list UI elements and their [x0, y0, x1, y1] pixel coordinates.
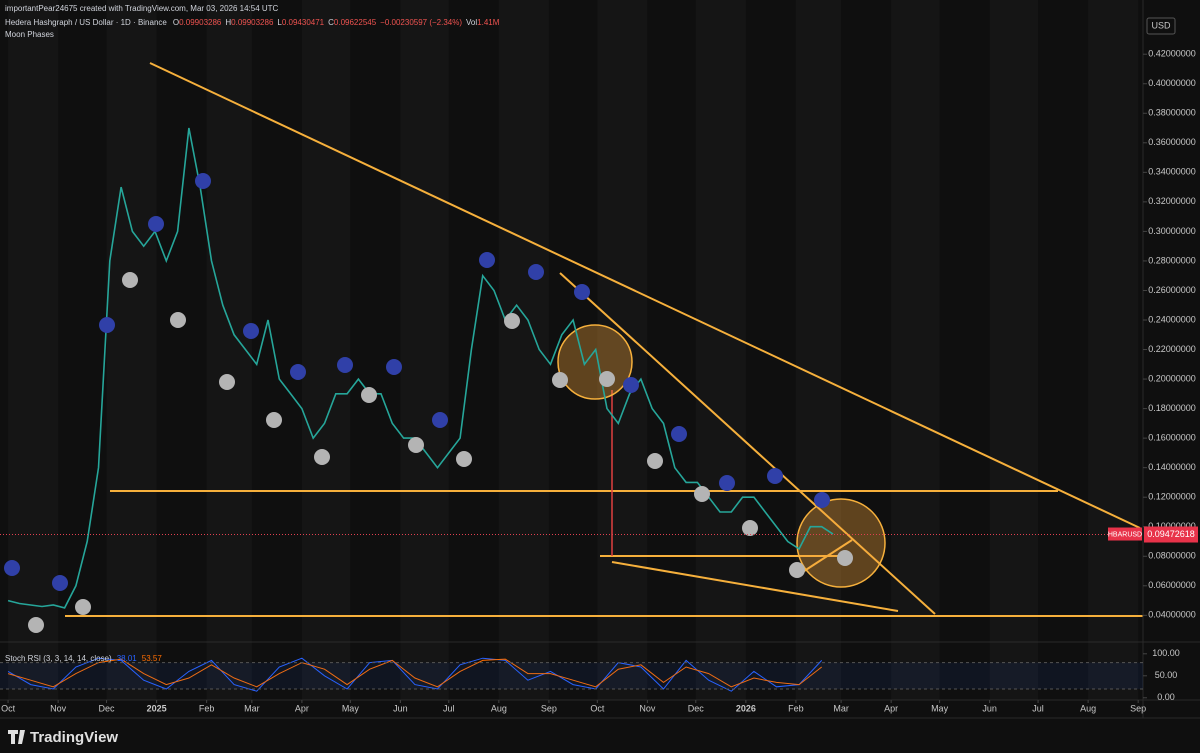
y-tick-label: 0.24000000 [1148, 314, 1196, 324]
moon-full [28, 272, 853, 633]
x-tick-label: Mar [244, 703, 260, 713]
session-band [498, 0, 549, 700]
y-tick-label: 0.30000000 [1148, 226, 1196, 236]
highlight [557, 324, 633, 400]
y-tick-label: 0.16000000 [1148, 433, 1196, 443]
y-tick-label: 0.36000000 [1148, 137, 1196, 147]
y-tick-label: 0.10000000 [1148, 521, 1196, 531]
stoch-band [0, 662, 1143, 689]
session-band [1088, 0, 1139, 700]
x-tick-label: Feb [199, 703, 215, 713]
y-tick-label: 0.34000000 [1148, 167, 1196, 177]
x-tick-label: 2026 [736, 703, 756, 713]
y-tick-label: 0.14000000 [1148, 462, 1196, 472]
highlight [796, 498, 886, 588]
stoch-value: 38.01 [117, 654, 138, 663]
x-tick-label: Aug [491, 703, 507, 713]
x-tick-label: Jul [1032, 703, 1044, 713]
y-tick-label: 0.42000000 [1148, 49, 1196, 59]
x-tick-label: Aug [1080, 703, 1096, 713]
session-band [597, 0, 648, 700]
x-tick-label: Oct [590, 703, 605, 713]
x-tick-label: May [931, 703, 949, 713]
stoch-value: 53.57 [142, 654, 163, 663]
ohlc-label: H [225, 18, 231, 27]
x-tick-label: 2025 [147, 703, 167, 713]
y-tick-label: 0.40000000 [1148, 78, 1196, 88]
legend: Hedera Hashgraph / US Dollar · 1D · Bina… [5, 18, 500, 27]
y-tick-label: 0.06000000 [1148, 580, 1196, 590]
volume-value: 1.41M [477, 18, 500, 27]
y-tick-label: 50.00 [1155, 670, 1178, 680]
y-tick-label: 0.22000000 [1148, 344, 1196, 354]
symbol-tag: HBARUSD [1108, 531, 1142, 538]
y-tick-label: 0.00 [1157, 692, 1175, 702]
session-band [989, 0, 1039, 700]
price-tag: 0.09472618 [1147, 529, 1195, 539]
stoch-title: Stoch RSI (3, 3, 14, 14, close) [5, 654, 112, 663]
session-band [301, 0, 351, 700]
ohlc-value: 0.09430471 [282, 18, 325, 27]
x-tick-label: May [342, 703, 360, 713]
change: −0.00230597 (−2.34%) [380, 18, 462, 27]
y-tick-label: 0.28000000 [1148, 255, 1196, 265]
moon-new [4, 173, 830, 591]
y-tick-label: 0.04000000 [1148, 610, 1196, 620]
ohlc-value: 0.09622545 [334, 18, 377, 27]
logo: TradingView [8, 729, 118, 746]
volume-label: Vol [466, 18, 477, 27]
x-tick-label: Feb [788, 703, 804, 713]
ohlc-value: 0.09903286 [231, 18, 274, 27]
y-tick-label: 0.26000000 [1148, 285, 1196, 295]
x-tick-label: Mar [833, 703, 849, 713]
price-axis [1143, 0, 1200, 718]
y-tick-label: 0.18000000 [1148, 403, 1196, 413]
price-tag-box [1144, 526, 1198, 543]
x-tick-label: Jun [982, 703, 997, 713]
drawings [65, 62, 1143, 617]
ohlc-value: 0.09903286 [179, 18, 222, 27]
x-tick-label: Dec [99, 703, 116, 713]
stoch-legend: Stoch RSI (3, 3, 14, 14, close) 38.01 53.5… [5, 654, 162, 663]
session-band [695, 0, 746, 700]
x-tick-label: Nov [639, 703, 656, 713]
x-tick-label: Oct [1, 703, 16, 713]
y-tick-label: 0.38000000 [1148, 108, 1196, 118]
y-tick-label: 0.32000000 [1148, 196, 1196, 206]
symbol-tag-box [1108, 527, 1142, 541]
credit: importantPear24675 created with TradingV… [5, 4, 279, 13]
ohlc-label: L [277, 18, 282, 27]
currency: USD [1151, 20, 1171, 30]
logo-text: TradingView [30, 729, 118, 746]
x-tick-label: Dec [688, 703, 705, 713]
x-tick-label: Jun [393, 703, 408, 713]
x-tick-label: Sep [1130, 703, 1146, 713]
symbol: Hedera Hashgraph / US Dollar · 1D · Bina… [5, 18, 167, 27]
y-tick-label: 0.12000000 [1148, 492, 1196, 502]
ohlc-label: C [328, 18, 334, 27]
y-tick-label: 0.08000000 [1148, 551, 1196, 561]
x-tick-label: Apr [884, 703, 898, 713]
session-band [106, 0, 157, 700]
ohlc-label: O [173, 18, 179, 27]
session-band [8, 0, 59, 700]
x-tick-label: Apr [295, 703, 309, 713]
x-tick-label: Nov [50, 703, 67, 713]
x-tick-label: Sep [541, 703, 557, 713]
series-line [7, 657, 823, 692]
indicator: Moon Phases [5, 30, 54, 39]
session-band [891, 0, 940, 700]
series-line [7, 658, 823, 688]
currency-box[interactable] [1146, 17, 1176, 35]
x-tick-label: Jul [443, 703, 455, 713]
session-band [400, 0, 449, 700]
y-tick-label: 100.00 [1152, 648, 1180, 658]
y-tick-label: 0.20000000 [1148, 373, 1196, 383]
session-band [795, 0, 842, 700]
session-band [206, 0, 252, 700]
